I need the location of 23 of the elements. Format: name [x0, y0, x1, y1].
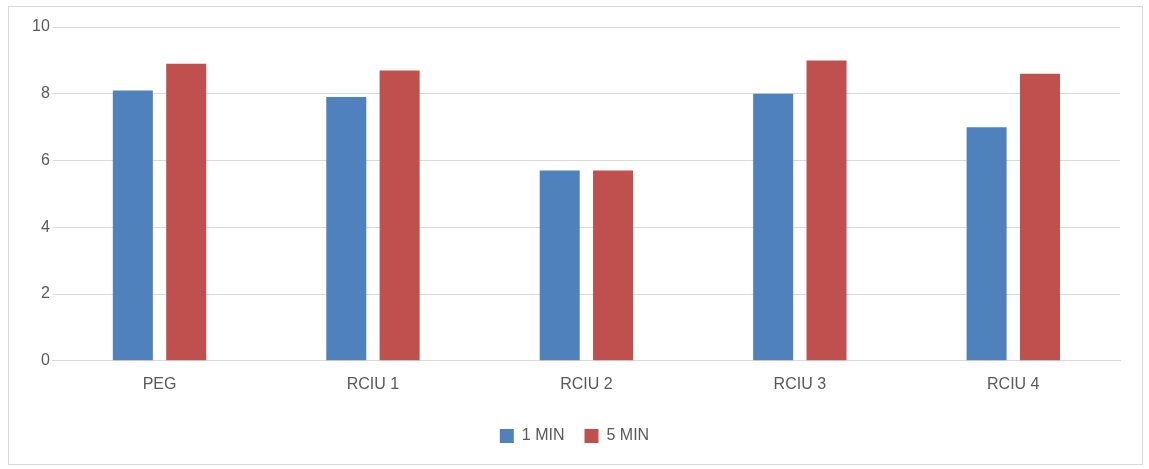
x-tick-label: RCIU 4 — [987, 374, 1040, 392]
y-tick-label: 4 — [40, 217, 50, 235]
legend-label: 5 MIN — [606, 426, 650, 444]
legend-label: 1 MIN — [521, 426, 565, 444]
x-tick-label: PEG — [142, 374, 177, 392]
bar — [593, 170, 634, 361]
y-tick-label: 0 — [40, 351, 50, 369]
bar — [326, 97, 367, 361]
bar — [539, 170, 580, 361]
y-tick-label: 2 — [40, 284, 50, 302]
x-tick-label: RCIU 2 — [560, 374, 613, 392]
x-tick-label: RCIU 3 — [773, 374, 827, 392]
y-tick-label: 8 — [40, 84, 50, 102]
y-tick-label: 10 — [32, 17, 50, 35]
x-tick-label: RCIU 1 — [346, 374, 400, 392]
bar — [966, 127, 1007, 361]
bar — [806, 60, 847, 361]
bar — [753, 93, 794, 361]
bar — [379, 70, 420, 361]
bar — [166, 63, 207, 361]
y-tick-label: 6 — [40, 150, 50, 168]
bar — [112, 90, 153, 361]
bar — [1019, 73, 1060, 361]
